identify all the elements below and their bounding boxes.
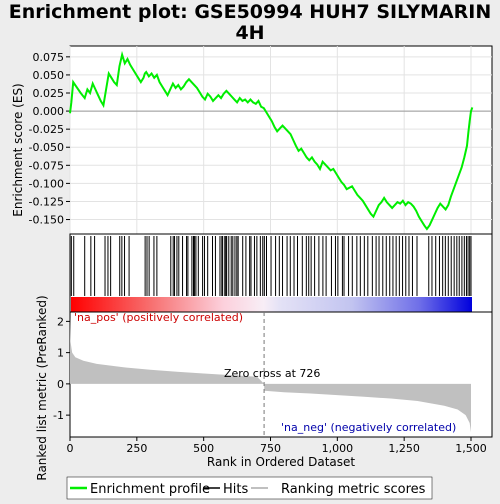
legend-label-hits: Hits [223, 482, 248, 497]
legend-label-ranking: Ranking metric scores [281, 482, 426, 497]
positive-correlation-label: 'na_pos' (positively correlated) [74, 311, 243, 324]
ranking-color-bar [71, 297, 472, 312]
enrichment-y-tick-label: 0.025 [33, 87, 65, 100]
x-tick-label: 0 [67, 442, 74, 455]
hit-markers [70, 236, 472, 296]
enrichment-y-tick-label: -0.150 [29, 214, 64, 227]
enrichment-y-tick-label: -0.075 [29, 159, 64, 172]
x-tick-label: 1,000 [322, 442, 354, 455]
x-tick-label: 250 [126, 442, 147, 455]
enrichment-y-tick-label: 0.075 [33, 51, 65, 64]
enrichment-profile-line [69, 50, 474, 231]
zero-cross-label: Zero cross at 726 [224, 367, 320, 380]
enrichment-y-tick-label: -0.025 [29, 123, 64, 136]
legend-item-ranking: Ranking metric scores [251, 482, 426, 497]
ranking-y-tick-label: 1 [57, 347, 64, 360]
ranking-y-tick-label: -1 [53, 409, 64, 422]
legend-item-enrichment: Enrichment profile [70, 482, 210, 497]
enrichment-y-ticks: -0.150 -0.125 -0.100 -0.075 -0.050 -0.025 0.00… [29, 51, 70, 227]
enrichment-y-tick-label: 0.000 [33, 105, 65, 118]
legend-item-hits: Hits [203, 482, 248, 497]
x-tick-label: 1,500 [455, 442, 487, 455]
x-tick-label: 500 [193, 442, 214, 455]
ranking-y-ticks: -1 0 1 2 [53, 315, 70, 422]
legend-label-enrichment: Enrichment profile [90, 482, 210, 497]
ranking-y-axis-label: Ranked list metric (PreRanked) [35, 295, 49, 480]
enrichment-y-axis-label: Enrichment score (ES) [11, 83, 25, 216]
ranking-y-tick-label: 0 [57, 378, 64, 391]
ranking-metric-area [70, 316, 471, 433]
legend-box [66, 476, 433, 500]
x-tick-label: 750 [260, 442, 281, 455]
enrichment-panel [69, 45, 493, 235]
enrichment-y-tick-label: -0.125 [29, 195, 64, 208]
enrichment-y-tick-label: 0.050 [33, 69, 65, 82]
enrichment-y-tick-label: -0.100 [29, 177, 64, 190]
x-tick-label: 1,250 [388, 442, 420, 455]
chart-title-line-1: Enrichment plot: GSE50994 HUH7 SILYMARIN [9, 1, 491, 23]
x-axis-label: Rank in Ordered Dataset [207, 455, 355, 469]
ranking-y-tick-label: 2 [57, 315, 64, 328]
chart-title-line-2: 4H [235, 22, 264, 44]
enrichment-y-tick-label: -0.050 [29, 141, 64, 154]
negative-correlation-label: 'na_neg' (negatively correlated) [281, 421, 456, 434]
ranking-x-ticks: 0 250 500 750 1,000 1,250 1,500 [67, 437, 487, 455]
